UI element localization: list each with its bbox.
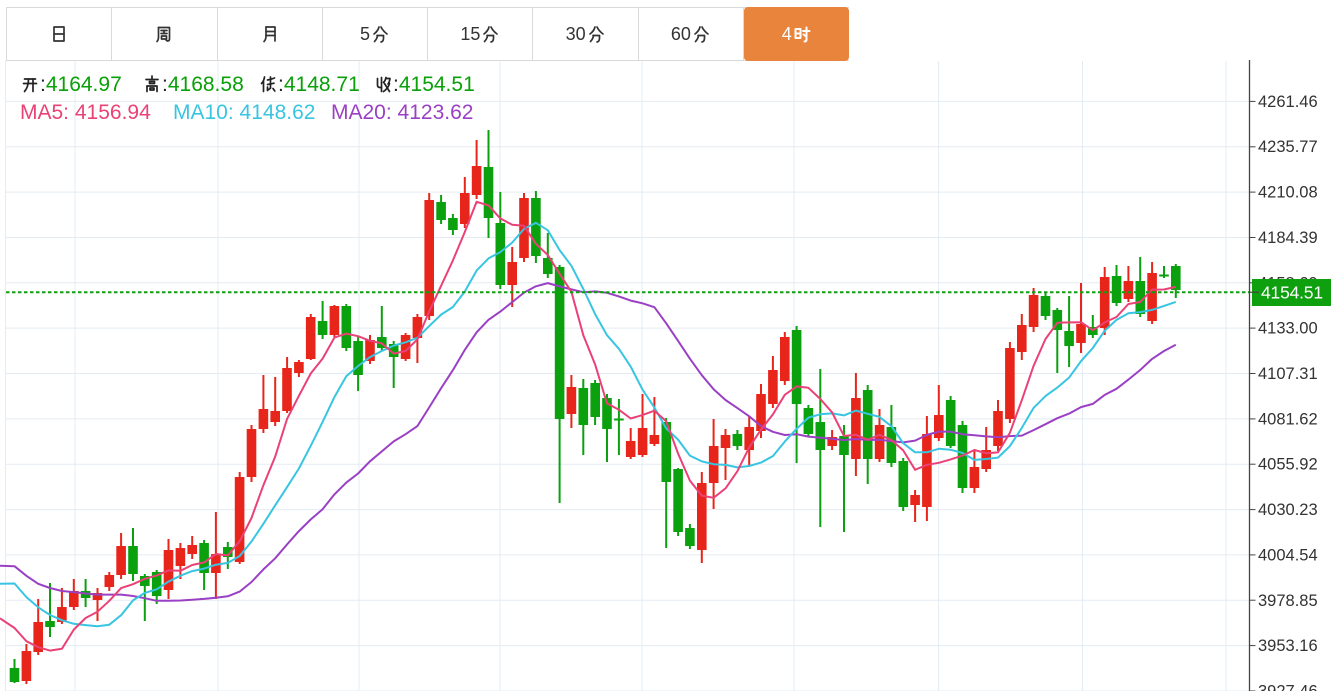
svg-text:4133.00: 4133.00	[1258, 320, 1318, 338]
svg-text:4154.51: 4154.51	[1261, 283, 1323, 303]
svg-text:4107.31: 4107.31	[1258, 365, 1318, 383]
svg-text:4184.39: 4184.39	[1258, 229, 1318, 247]
svg-text:4235.77: 4235.77	[1258, 138, 1318, 156]
svg-text:3953.16: 3953.16	[1258, 637, 1318, 655]
svg-text:4081.62: 4081.62	[1258, 410, 1318, 428]
svg-text:3978.85: 3978.85	[1258, 592, 1318, 610]
svg-text:4261.46: 4261.46	[1258, 93, 1318, 111]
svg-text:4210.08: 4210.08	[1258, 184, 1318, 202]
svg-text:4030.23: 4030.23	[1258, 501, 1318, 519]
svg-text:3927.46: 3927.46	[1258, 683, 1318, 691]
svg-text:4004.54: 4004.54	[1258, 546, 1318, 564]
svg-text:4055.92: 4055.92	[1258, 456, 1318, 474]
